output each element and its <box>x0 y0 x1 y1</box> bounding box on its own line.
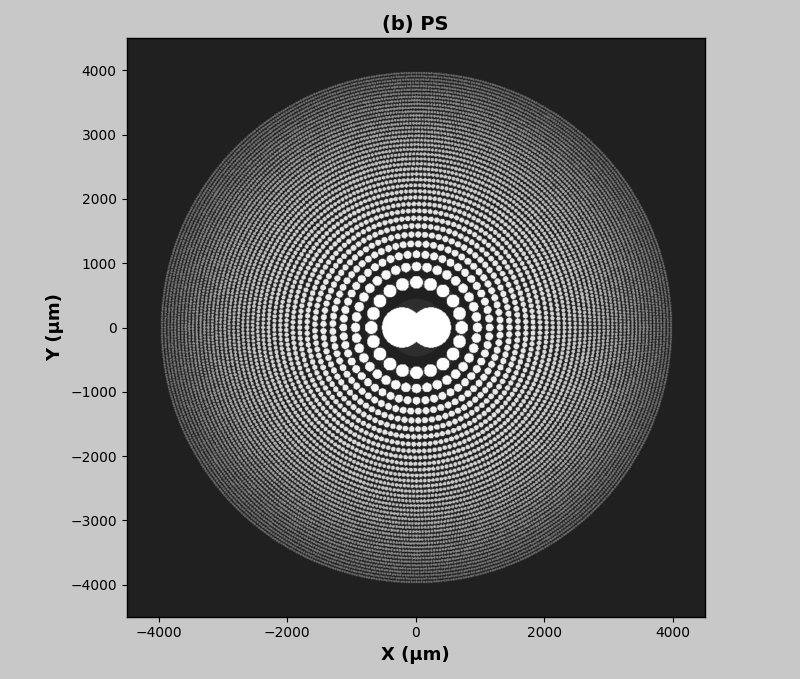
X-axis label: X (μm): X (μm) <box>382 646 450 664</box>
Title: (b) PS: (b) PS <box>382 15 449 34</box>
Y-axis label: Y (μm): Y (μm) <box>46 293 65 361</box>
